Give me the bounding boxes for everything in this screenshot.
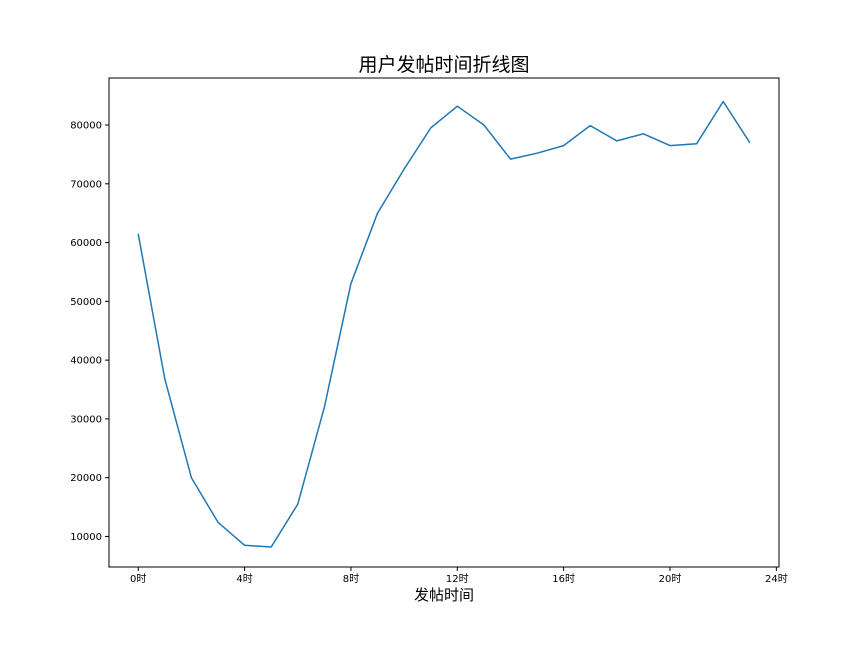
x-tick-label: 24时 [765, 573, 788, 585]
y-tick-label: 20000 [70, 473, 102, 484]
y-tick-label: 50000 [70, 297, 102, 308]
y-tick-label: 40000 [70, 356, 102, 367]
y-axis: 10000 20000 30000 40000 50000 60000 70000 80000 [70, 121, 109, 543]
series-layer [137, 100, 751, 548]
y-tick-label: 70000 [70, 179, 102, 190]
plot-area [108, 77, 780, 568]
x-tick-label: 16时 [552, 573, 575, 585]
x-tick-label: 20时 [659, 573, 682, 585]
y-tick-label: 10000 [70, 532, 102, 543]
x-tick-label: 0时 [130, 573, 146, 585]
chart-title: 用户发帖时间折线图 [358, 54, 529, 76]
series-line [137, 100, 751, 548]
x-axis-label: 发帖时间 [414, 586, 474, 604]
y-tick-label: 30000 [70, 414, 102, 425]
y-tick-label: 80000 [70, 121, 102, 132]
y-tick-label: 60000 [70, 238, 102, 249]
x-axis: 0时 4时 8时 12时 16时 20时 24时 [130, 567, 788, 585]
x-tick-label: 12时 [446, 573, 469, 585]
x-tick-label: 4时 [236, 573, 252, 585]
x-tick-label: 8时 [343, 573, 359, 585]
